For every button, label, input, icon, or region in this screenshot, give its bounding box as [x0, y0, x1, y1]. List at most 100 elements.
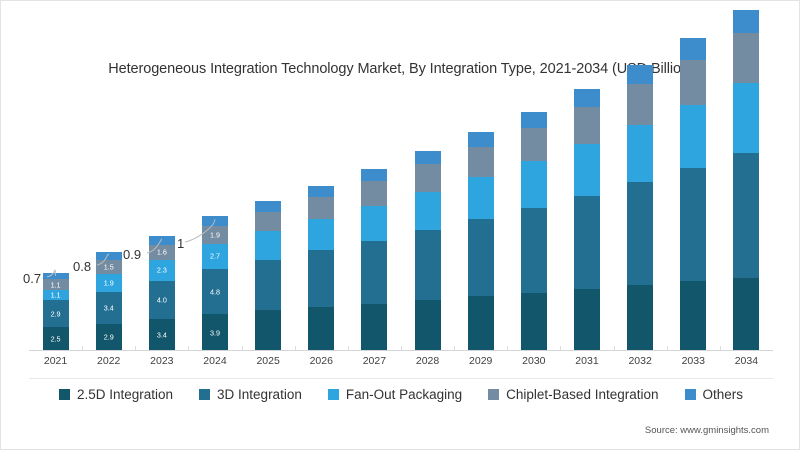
- bar-segment[interactable]: 4.0: [148, 281, 175, 319]
- stacked-bar[interactable]: 1.9 2.7 4.8 3.9: [201, 216, 228, 351]
- bar-segment[interactable]: [414, 230, 441, 301]
- bar-column[interactable]: [720, 9, 773, 351]
- bar-segment[interactable]: [361, 303, 388, 351]
- bar-segment[interactable]: [414, 164, 441, 192]
- bar-segment[interactable]: [520, 207, 547, 293]
- bar-column[interactable]: 1.1 1.1 2.9 2.5: [29, 106, 82, 351]
- bar-segment[interactable]: 3.9: [201, 314, 228, 351]
- bar-segment[interactable]: 3.4: [95, 291, 122, 324]
- bar-segment[interactable]: [680, 38, 707, 60]
- bar-segment[interactable]: 1.9: [95, 273, 122, 292]
- bar-segment[interactable]: [680, 168, 707, 282]
- bar-segment[interactable]: 1.1: [42, 289, 69, 301]
- stacked-bar[interactable]: [308, 186, 335, 351]
- stacked-bar[interactable]: [361, 169, 388, 351]
- bar-segment[interactable]: [255, 231, 282, 260]
- stacked-bar[interactable]: 1.5 1.9 3.4 2.9: [95, 252, 122, 351]
- bar-segment[interactable]: 2.3: [148, 259, 175, 282]
- bar-segment[interactable]: [520, 160, 547, 208]
- bar-segment[interactable]: [467, 219, 494, 297]
- bar-column[interactable]: [507, 106, 560, 351]
- bar-segment[interactable]: [627, 84, 654, 125]
- bar-column[interactable]: 1.6 2.3 4.0 3.4: [135, 106, 188, 351]
- bar-column[interactable]: [295, 106, 348, 351]
- bar-segment[interactable]: [308, 197, 335, 220]
- bar-segment[interactable]: [414, 191, 441, 231]
- bar-column[interactable]: [401, 106, 454, 351]
- bar-segment[interactable]: 4.8: [201, 269, 228, 315]
- bar-segment[interactable]: [680, 105, 707, 169]
- bar-segment[interactable]: [467, 131, 494, 147]
- bar-segment[interactable]: [733, 83, 760, 154]
- bar-segment[interactable]: [680, 59, 707, 106]
- stacked-bar[interactable]: [520, 111, 547, 351]
- bar-segment[interactable]: 2.5: [42, 327, 69, 351]
- stacked-bar[interactable]: [255, 201, 282, 351]
- bar-segment[interactable]: [308, 306, 335, 351]
- bar-segment[interactable]: [520, 292, 547, 351]
- bar-segment[interactable]: [361, 240, 388, 304]
- bar-segment[interactable]: 2.9: [95, 323, 122, 351]
- bar-segment[interactable]: [573, 288, 600, 351]
- bar-column[interactable]: [454, 106, 507, 351]
- legend-item[interactable]: Others: [684, 387, 743, 402]
- bar-segment[interactable]: [308, 186, 335, 198]
- bar-segment[interactable]: [573, 195, 600, 289]
- bar-segment[interactable]: 1.1: [42, 279, 69, 290]
- bar-segment[interactable]: 2.7: [201, 243, 228, 270]
- bar-column[interactable]: [242, 106, 295, 351]
- bar-segment[interactable]: [733, 277, 760, 351]
- bar-segment[interactable]: [573, 143, 600, 196]
- stacked-bar[interactable]: [467, 131, 494, 351]
- bar-segment[interactable]: [627, 124, 654, 183]
- bar-segment[interactable]: [201, 216, 228, 226]
- legend-item[interactable]: Chiplet-Based Integration: [488, 387, 659, 402]
- bar-column[interactable]: [667, 38, 720, 351]
- bar-segment[interactable]: [255, 310, 282, 351]
- bar-segment[interactable]: 2.9: [42, 300, 69, 328]
- bar-segment[interactable]: [255, 259, 282, 311]
- stacked-bar[interactable]: [680, 38, 707, 351]
- bar-segment[interactable]: 1.6: [148, 244, 175, 260]
- bar-column[interactable]: [614, 64, 667, 351]
- bar-segment[interactable]: [733, 9, 760, 34]
- bar-segment[interactable]: [627, 285, 654, 351]
- bar-segment[interactable]: [361, 181, 388, 206]
- bar-segment[interactable]: [255, 211, 282, 232]
- legend-item[interactable]: Fan-Out Packaging: [327, 387, 462, 402]
- bar-segment[interactable]: [573, 89, 600, 107]
- bar-segment[interactable]: [42, 272, 69, 280]
- stacked-bar[interactable]: 1.1 1.1 2.9 2.5: [42, 272, 69, 351]
- bar-segment[interactable]: [95, 252, 122, 260]
- bar-segment[interactable]: [520, 127, 547, 161]
- bar-column[interactable]: 1.5 1.9 3.4 2.9: [82, 106, 135, 351]
- bar-segment[interactable]: 1.5: [95, 259, 122, 274]
- bar-segment[interactable]: [255, 201, 282, 212]
- bar-segment[interactable]: [414, 151, 441, 165]
- bar-segment[interactable]: [733, 33, 760, 84]
- bar-segment[interactable]: [308, 219, 335, 251]
- bar-segment[interactable]: [467, 296, 494, 351]
- bar-segment[interactable]: [733, 153, 760, 278]
- bar-segment[interactable]: 3.4: [148, 318, 175, 351]
- stacked-bar[interactable]: [733, 9, 760, 351]
- bar-segment[interactable]: [148, 236, 175, 245]
- bar-segment[interactable]: [467, 146, 494, 177]
- bar-column[interactable]: 1.9 2.7 4.8 3.9: [188, 106, 241, 351]
- bar-segment[interactable]: [361, 205, 388, 241]
- bar-segment[interactable]: [361, 169, 388, 182]
- stacked-bar[interactable]: [573, 89, 600, 351]
- bar-segment[interactable]: [308, 250, 335, 307]
- bar-segment[interactable]: 1.9: [201, 225, 228, 244]
- legend-item[interactable]: 2.5D Integration: [58, 387, 173, 402]
- bar-column[interactable]: [560, 89, 613, 351]
- bar-segment[interactable]: [627, 64, 654, 85]
- bar-column[interactable]: [348, 106, 401, 351]
- bar-segment[interactable]: [680, 281, 707, 351]
- stacked-bar[interactable]: [414, 151, 441, 351]
- stacked-bar[interactable]: 1.6 2.3 4.0 3.4: [148, 236, 175, 351]
- stacked-bar[interactable]: [627, 64, 654, 351]
- bar-segment[interactable]: [520, 111, 547, 128]
- bar-segment[interactable]: [573, 106, 600, 144]
- bar-segment[interactable]: [627, 182, 654, 286]
